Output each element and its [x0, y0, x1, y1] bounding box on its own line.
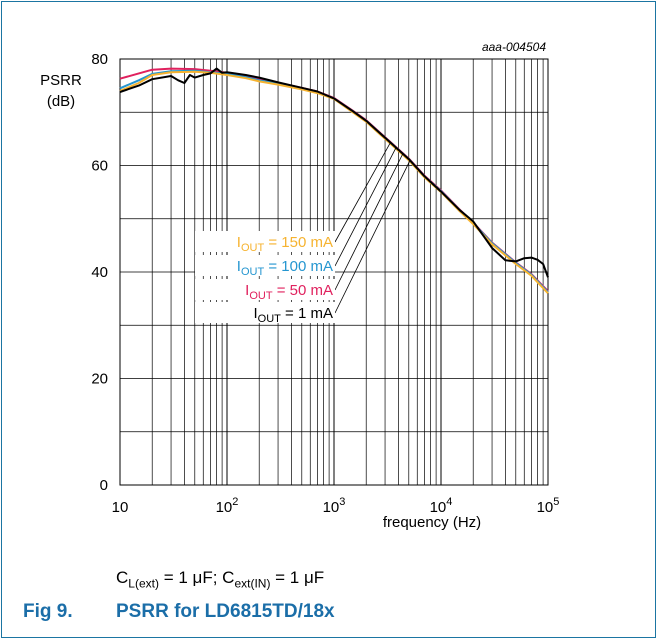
leader-line — [334, 160, 411, 314]
series-label-3: IOUT = 1 mA — [253, 305, 333, 325]
series-label-0: IOUT = 150 mA — [237, 234, 333, 254]
x-tick-label: 105 — [537, 496, 560, 516]
leader-line — [334, 147, 397, 267]
x-tick-label: 103 — [323, 496, 346, 516]
series-label-1: IOUT = 100 mA — [237, 258, 333, 278]
x-tick-label: 104 — [430, 496, 453, 516]
y-axis-label-line2: (dB) — [47, 93, 75, 110]
x-tick-label: 102 — [216, 496, 239, 516]
test-conditions: CL(ext) = 1 μF; Cext(IN) = 1 μF — [116, 568, 325, 591]
series-label-2: IOUT = 50 mA — [245, 282, 333, 302]
x-axis-label: frequency (Hz) — [383, 514, 481, 531]
leader-line — [334, 143, 391, 243]
y-tick-label: 0 — [100, 477, 108, 494]
curves — [119, 67, 549, 294]
series-line-3 — [119, 67, 549, 278]
axis-ticks: 0 20 40 60 80 10 102 103 104 105 — [91, 51, 559, 516]
y-tick-label: 20 — [91, 371, 108, 388]
x-tick-label: 10 — [112, 499, 129, 516]
series-label-background — [195, 302, 335, 323]
series-label-background — [195, 279, 335, 300]
series-labels: IOUT = 150 mA IOUT = 100 mA IOUT = 50 mA IO… — [195, 231, 335, 325]
y-tick-label: 60 — [91, 158, 108, 175]
reference-id: aaa-004504 — [482, 40, 546, 54]
figure-title: PSRR for LD6815TD/18x — [116, 601, 335, 622]
y-tick-label: 80 — [91, 51, 108, 68]
leader-line — [334, 153, 404, 291]
figure-number: Fig 9. — [23, 601, 73, 622]
plot-area — [119, 58, 549, 486]
series-label-background — [195, 255, 335, 276]
y-tick-label: 40 — [91, 264, 108, 281]
label-leader-lines — [334, 143, 411, 314]
series-label-background — [195, 231, 335, 252]
figure-caption: Fig 9. PSRR for LD6815TD/18x — [23, 601, 335, 623]
y-axis-label-line1: PSRR — [40, 72, 82, 89]
